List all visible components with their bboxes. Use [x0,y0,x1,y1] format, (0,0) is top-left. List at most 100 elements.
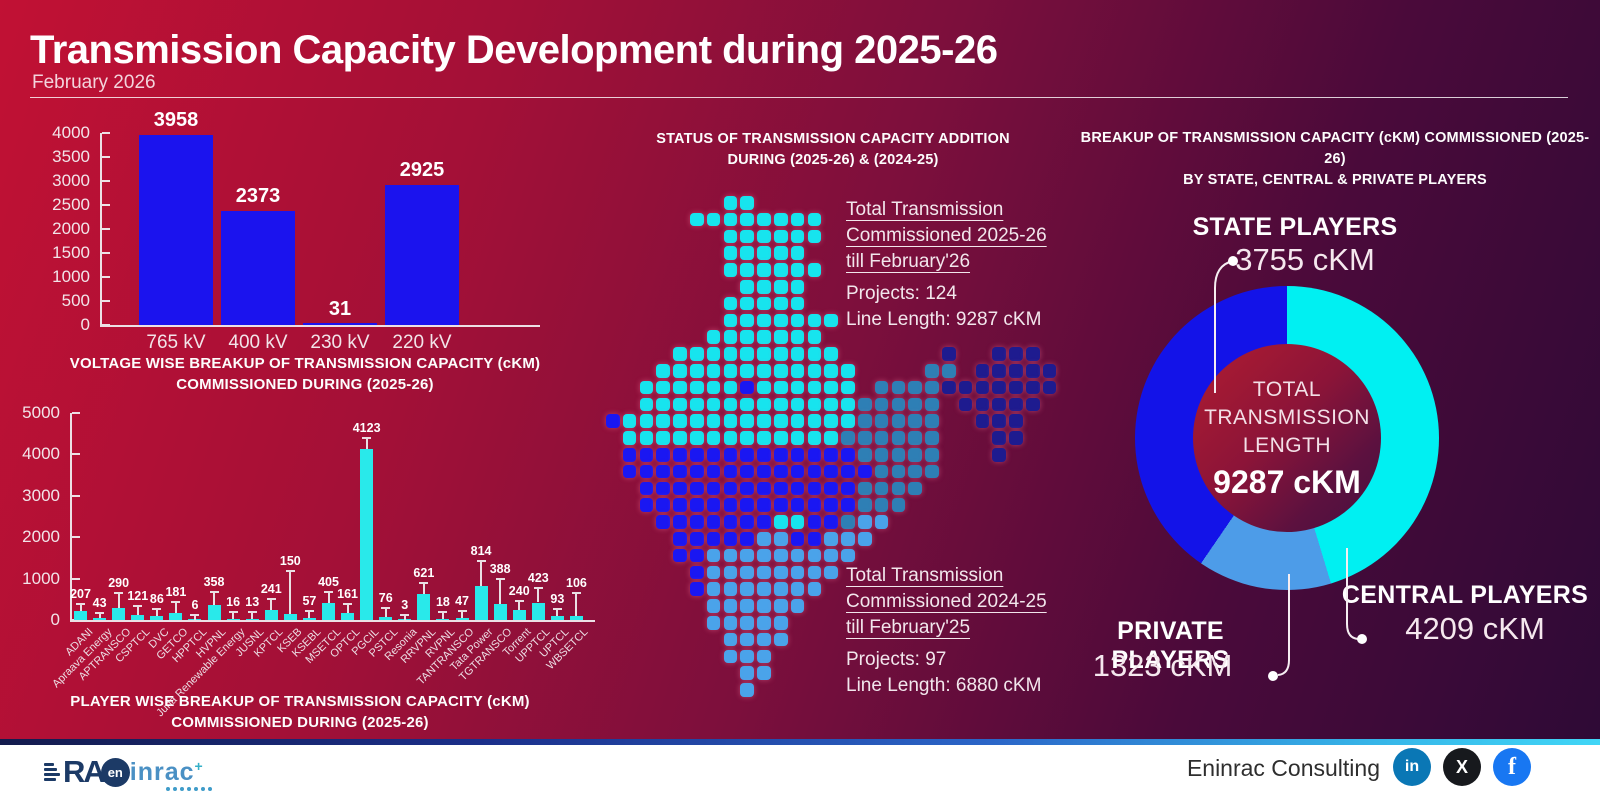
player-bar-value: 57 [302,593,317,608]
map-cell [841,397,855,412]
map-cell [774,464,788,479]
map-cell [824,448,838,462]
map-cell [723,380,738,395]
map-cell [690,448,704,462]
map-cell [622,464,637,479]
map-cell [656,515,670,529]
map-cell [874,464,889,479]
map-cell [807,229,822,244]
map-cell [858,464,872,479]
map-cell [841,548,855,563]
map-cell [673,414,687,428]
y-tick-label: 2000 [52,219,90,238]
map-cell [740,616,754,630]
map-cell [740,448,754,462]
stats-2025-26-title-line: till February'26 [846,251,971,272]
error-whisker-cap [571,591,581,594]
map-cell [925,414,939,428]
map-cell [740,582,754,596]
y-tick-mark [72,536,80,539]
map-cell [841,464,855,479]
player-bar [436,618,450,620]
y-tick-mark [102,180,110,182]
map-cell [673,464,687,479]
map-cell [757,296,771,311]
map-cell [925,464,939,479]
map-cell [992,380,1006,395]
map-cell [757,280,771,294]
map-cell [723,196,738,210]
map-cell [807,548,822,563]
map-cell [824,431,838,445]
map-cell [841,448,855,462]
map-cell [706,330,721,344]
player-bar-value: 93 [550,592,565,607]
map-cell [774,632,788,647]
y-tick-label: 4000 [22,444,60,464]
footer-bar [0,745,1600,800]
map-cell [891,397,906,412]
y-tick-mark [72,619,80,621]
x-tick-label: 400 kV [228,332,288,353]
player-bar [150,616,164,620]
map-cell [774,481,788,496]
x-icon[interactable]: X [1443,748,1481,786]
player-bar-value: 150 [279,553,301,568]
map-cell [908,481,922,496]
error-whisker [384,606,387,617]
map-cell [774,414,788,428]
map-cell [757,532,771,546]
map-cell [740,196,754,210]
facebook-icon[interactable]: f [1493,748,1531,786]
players-donut-chart: TOTAL TRANSMISSION LENGTH 9287 cKM [1135,286,1439,590]
voltage-chart-title: VOLTAGE WISE BREAKUP OF TRANSMISSION CAP… [69,355,541,393]
map-cell [774,431,788,445]
error-whisker-cap [324,591,333,594]
map-cell [774,330,788,344]
map-cell [706,565,721,580]
map-cell [841,532,855,546]
map-cell [740,263,754,277]
error-whisker-cap [552,608,562,611]
map-cell [891,464,906,479]
x-tick-label: 220 kV [392,332,452,353]
map-cell [740,532,754,546]
error-whisker-cap [495,577,505,580]
y-tick-mark [102,300,110,302]
map-cell [690,498,704,512]
error-whisker [232,611,235,620]
map-cell [639,414,654,428]
y-tick-mark [72,453,80,456]
map-cell [673,481,687,496]
map-cell [656,397,670,412]
map-cell [841,431,855,445]
player-bar-value: 358 [203,575,225,590]
voltage-x-axis [100,325,540,327]
map-cell [740,296,754,311]
map-cell [740,515,754,529]
player-chart: 0 1000 2000 3000 4000 5000 207 ADANI 43 Apraava E… [22,403,595,719]
map-cell [723,599,738,613]
player-bar [474,586,488,620]
map-cell [774,498,788,512]
map-cell [757,330,771,344]
error-whisker [422,582,425,595]
player-bar [131,615,145,620]
error-whisker [480,560,483,587]
map-cell [706,616,721,630]
error-whisker-cap [514,600,524,603]
y-tick-mark [102,132,110,134]
error-whisker-cap [362,437,372,440]
map-cell [958,397,973,412]
map-cell [757,263,771,277]
map-cell [874,515,889,529]
map-cell [673,532,687,546]
map-cell [740,599,754,613]
player-bar [531,602,545,620]
player-bar-value: 4123 [352,421,381,436]
map-cell [723,347,738,361]
map-cell [908,448,922,462]
map-cell [1026,380,1040,395]
linkedin-icon[interactable]: in [1393,748,1431,786]
player-bar [302,617,316,620]
